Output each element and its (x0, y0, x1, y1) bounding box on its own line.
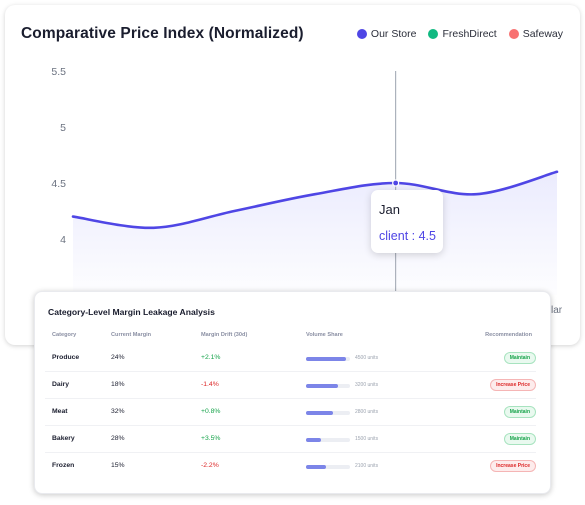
column-header-recommendation[interactable]: Recommendation (485, 332, 532, 338)
legend-item-safeway[interactable]: Safeway (508, 28, 563, 40)
column-header-margin-drift[interactable]: Margin Drift (30d) (201, 332, 248, 338)
units-label: 4500 units (355, 355, 379, 361)
units-label: 1500 units (355, 436, 379, 442)
table-row[interactable]: Produce 24% +2.1% 4500 units Maintain (45, 345, 536, 372)
legend-label: Our Store (370, 28, 417, 40)
table-row[interactable]: Dairy 18% -1.4% 3200 units Increase Pric… (45, 372, 536, 399)
column-header-volume-share[interactable]: Volume Share (306, 332, 343, 338)
volume-share-bar (306, 357, 350, 361)
legend-dot-icon (428, 29, 439, 39)
recommendation-badge[interactable]: Maintain (503, 433, 536, 445)
drift-cell: +2.1% (201, 354, 221, 361)
column-header-current-margin[interactable]: Current Margin (111, 332, 152, 338)
category-cell: Produce (52, 354, 80, 361)
volume-share-bar (306, 384, 350, 388)
volume-share-bar (306, 465, 350, 469)
margin-cell: 28% (111, 435, 125, 442)
units-label: 3200 units (355, 382, 379, 388)
table-row[interactable]: Frozen 15% -2.2% 2100 units Increase Pri… (45, 453, 536, 480)
chart-legend: Our Store FreshDirect Safeway (345, 28, 563, 40)
x-tick-label: lar (551, 305, 563, 316)
recommendation-badge[interactable]: Maintain (503, 406, 536, 418)
y-tick-label: 5.5 (51, 66, 66, 78)
volume-share-fill (306, 384, 338, 388)
volume-share-fill (306, 357, 346, 361)
price-index-card: Comparative Price Index (Normalized) Our… (5, 5, 580, 345)
drift-cell: -1.4% (201, 381, 219, 388)
volume-share-fill (306, 411, 334, 415)
volume-share-bar (306, 438, 350, 442)
volume-share-bar (306, 411, 350, 415)
margin-cell: 18% (111, 381, 125, 388)
category-cell: Bakery (52, 435, 75, 442)
units-label: 2800 units (355, 409, 379, 415)
table-row[interactable]: Meat 32% +0.8% 2800 units Maintain (45, 399, 536, 426)
margin-cell: 32% (111, 408, 125, 415)
y-tick-label: 4.5 (51, 178, 66, 190)
chart-title: Comparative Price Index (Normalized) (21, 25, 304, 42)
recommendation-badge[interactable]: Increase Price (490, 379, 536, 391)
drift-cell: +0.8% (201, 408, 221, 415)
legend-dot-icon (508, 29, 519, 39)
legend-label: FreshDirect (442, 28, 497, 40)
recommendation-badge[interactable]: Maintain (503, 352, 536, 364)
tooltip-date: Jan (379, 202, 400, 217)
legend-label: Safeway (522, 28, 563, 40)
highlight-point[interactable] (392, 179, 400, 187)
margin-cell: 24% (111, 354, 125, 361)
y-tick-label: 4 (60, 234, 66, 246)
table-row[interactable]: Bakery 28% +3.5% 1500 units Maintain (45, 426, 536, 453)
legend-item-our-store[interactable]: Our Store (356, 28, 417, 40)
legend-dot-icon (356, 29, 367, 39)
category-cell: Dairy (52, 381, 70, 388)
units-label: 2100 units (355, 463, 379, 469)
column-header-category[interactable]: Category (52, 332, 77, 338)
drift-cell: -2.2% (201, 462, 219, 469)
series-area-our-store (73, 171, 557, 295)
table-title: Category-Level Margin Leakage Analysis (48, 307, 215, 317)
recommendation-badge[interactable]: Increase Price (490, 460, 536, 472)
category-cell: Frozen (52, 462, 75, 469)
volume-share-fill (306, 465, 327, 469)
volume-share-fill (306, 438, 321, 442)
y-tick-label: 5 (60, 122, 66, 134)
chart-tooltip: Jan client : 4.5 (371, 190, 443, 253)
series-line-our-store[interactable] (71, 170, 559, 230)
margin-leakage-card: Category-Level Margin Leakage Analysis C… (34, 291, 551, 494)
margin-cell: 15% (111, 462, 125, 469)
category-cell: Meat (52, 408, 68, 415)
tooltip-value: client : 4.5 (379, 229, 436, 243)
legend-item-freshdirect[interactable]: FreshDirect (428, 28, 497, 40)
drift-cell: +3.5% (201, 435, 221, 442)
